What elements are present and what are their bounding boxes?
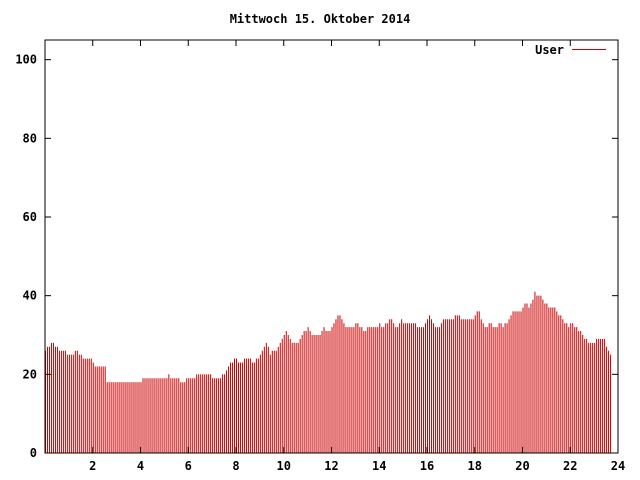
y-axis: 0 20 40 60 80 100 — [15, 53, 618, 460]
legend: User — [535, 43, 606, 57]
legend-label: User — [535, 43, 564, 57]
x-tick-label: 8 — [232, 459, 239, 473]
y-tick-label: 40 — [23, 289, 37, 303]
x-tick-label: 6 — [185, 459, 192, 473]
x-tick-label: 10 — [277, 459, 291, 473]
x-axis: 2 4 6 8 10 12 14 16 18 20 22 24 — [89, 40, 625, 473]
x-tick-label: 22 — [563, 459, 577, 473]
y-tick-label: 60 — [23, 210, 37, 224]
y-tick-label: 20 — [23, 367, 37, 381]
chart-title: Mittwoch 15. Oktober 2014 — [229, 12, 411, 26]
x-tick-label: 18 — [468, 459, 482, 473]
x-tick-label: 12 — [324, 459, 338, 473]
x-tick-label: 24 — [611, 459, 625, 473]
bar-series — [45, 291, 612, 453]
y-tick-label: 80 — [23, 131, 37, 145]
y-tick-label: 100 — [15, 53, 37, 67]
x-tick-label: 14 — [372, 459, 386, 473]
x-tick-label: 20 — [515, 459, 529, 473]
x-tick-label: 16 — [420, 459, 434, 473]
y-tick-label: 0 — [30, 446, 37, 460]
x-tick-label: 2 — [89, 459, 96, 473]
x-tick-label: 4 — [137, 459, 144, 473]
